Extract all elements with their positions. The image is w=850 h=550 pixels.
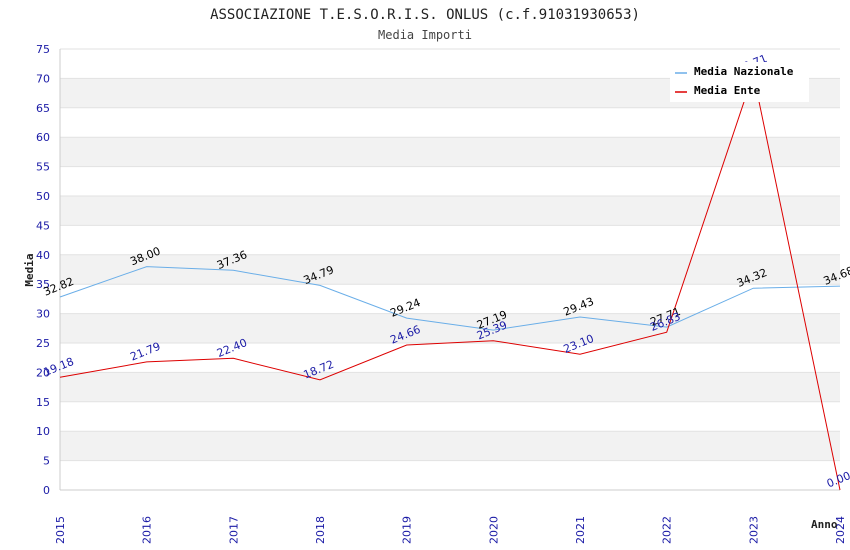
x-tick-label: 2023 bbox=[747, 516, 760, 544]
grid-band bbox=[60, 107, 840, 138]
grid-lines bbox=[60, 48, 840, 491]
x-tick-label: 2019 bbox=[401, 516, 414, 544]
grid-band bbox=[60, 196, 840, 226]
y-tick-label: 15 bbox=[36, 396, 50, 409]
grid-band bbox=[60, 401, 840, 432]
x-tick-label: 2020 bbox=[487, 516, 500, 544]
grid-band bbox=[60, 284, 840, 314]
x-tick-label: 2018 bbox=[314, 516, 327, 544]
x-tick-label: 2016 bbox=[141, 516, 154, 544]
y-tick-label: 75 bbox=[36, 43, 50, 56]
y-tick-labels: 0 5 10 15 20 25 30 35 40 45 50 55 60 65 70 75 bbox=[36, 43, 50, 497]
x-tick-labels: 2015 2016 2017 2018 2019 2020 2021 2022 2023 2024 bbox=[54, 516, 847, 544]
grid-band bbox=[60, 313, 840, 343]
y-tick-label: 20 bbox=[36, 366, 50, 379]
series-lines bbox=[59, 72, 841, 491]
x-axis-label: Anno bbox=[811, 518, 838, 531]
y-tick-label: 60 bbox=[36, 131, 50, 144]
x-tick-label: 2022 bbox=[661, 516, 674, 544]
y-tick-label: 35 bbox=[36, 278, 50, 291]
y-tick-label: 25 bbox=[36, 337, 50, 350]
grid-band bbox=[60, 166, 840, 196]
legend-label-media-ente: Media Ente bbox=[694, 84, 761, 97]
legend-box bbox=[670, 62, 809, 102]
y-tick-label: 55 bbox=[36, 161, 50, 174]
grid-band bbox=[60, 460, 840, 490]
y-tick-label: 70 bbox=[36, 72, 50, 85]
y-tick-label: 0 bbox=[43, 484, 50, 497]
x-tick-label: 2024 bbox=[834, 516, 847, 544]
grid-band bbox=[60, 372, 840, 402]
grid-bands bbox=[60, 49, 840, 490]
y-axis-label: Media bbox=[23, 253, 36, 286]
y-tick-label: 50 bbox=[36, 190, 50, 203]
y-tick-label: 10 bbox=[36, 425, 50, 438]
y-tick-label: 45 bbox=[36, 219, 50, 232]
y-tick-label: 30 bbox=[36, 308, 50, 321]
x-tick-label: 2015 bbox=[54, 516, 67, 544]
grid-band bbox=[60, 431, 840, 461]
chart-title: ASSOCIAZIONE T.E.S.O.R.I.S. ONLUS (c.f.9… bbox=[210, 7, 640, 23]
y-tick-label: 5 bbox=[43, 455, 50, 468]
series-line-media-ente bbox=[59, 72, 841, 491]
x-tick-label: 2021 bbox=[574, 516, 587, 544]
legend-label-media-nazionale: Media Nazionale bbox=[694, 65, 794, 78]
grid-band bbox=[60, 137, 840, 167]
grid-band bbox=[60, 343, 840, 373]
y-tick-label: 40 bbox=[36, 249, 50, 262]
series-line-media-nazionale bbox=[59, 266, 841, 331]
grid-band bbox=[60, 225, 840, 255]
chart-subtitle: Media Importi bbox=[378, 28, 472, 42]
y-tick-label: 65 bbox=[36, 102, 50, 115]
legend: Media Nazionale Media Ente bbox=[670, 62, 809, 102]
x-tick-label: 2017 bbox=[227, 516, 240, 544]
grid-band bbox=[60, 254, 840, 285]
